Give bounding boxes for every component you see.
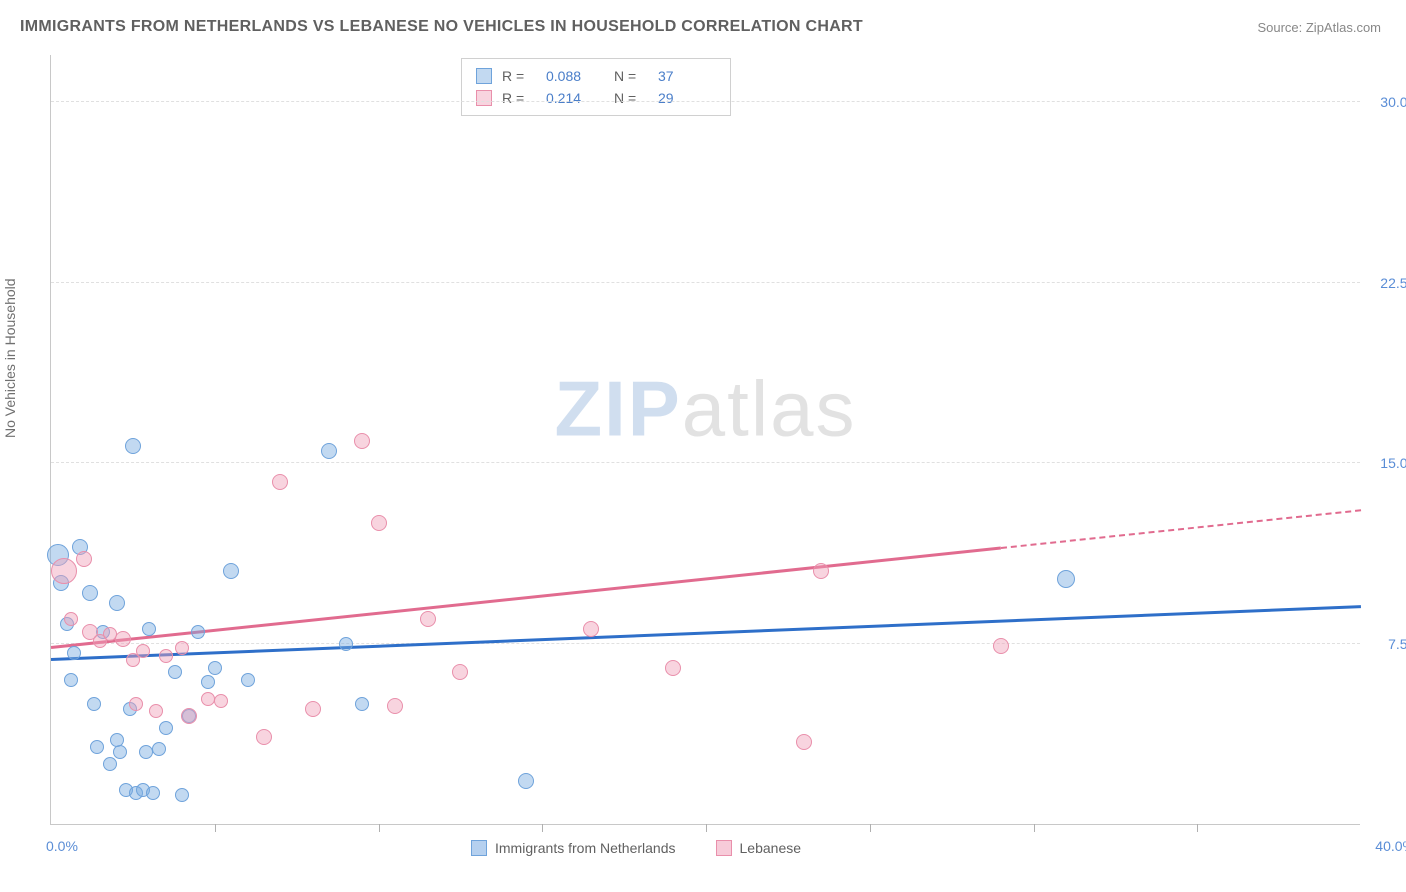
watermark: ZIPatlas	[554, 363, 856, 454]
y-tick-label: 15.0%	[1380, 455, 1406, 471]
data-point	[149, 704, 163, 718]
legend-label-2: Lebanese	[740, 840, 802, 856]
x-tick-label-max: 40.0%	[1375, 838, 1406, 854]
trend-line-extrapolated	[1001, 509, 1361, 549]
data-point	[452, 664, 468, 680]
x-tick-label-min: 0.0%	[46, 838, 78, 854]
x-tick	[870, 824, 871, 832]
data-point	[993, 638, 1009, 654]
data-point	[67, 646, 81, 660]
data-point	[159, 721, 173, 735]
data-point	[355, 697, 369, 711]
data-point	[371, 515, 387, 531]
data-point	[125, 438, 141, 454]
data-point	[139, 745, 153, 759]
data-point	[796, 734, 812, 750]
gridline-horizontal	[51, 282, 1360, 283]
y-tick-label: 30.0%	[1380, 94, 1406, 110]
data-point	[256, 729, 272, 745]
chart-title: IMMIGRANTS FROM NETHERLANDS VS LEBANESE …	[20, 18, 863, 36]
data-point	[115, 631, 131, 647]
data-point	[1057, 570, 1075, 588]
data-point	[103, 757, 117, 771]
data-point	[82, 585, 98, 601]
data-point	[241, 673, 255, 687]
data-point	[110, 733, 124, 747]
x-tick	[542, 824, 543, 832]
data-point	[354, 433, 370, 449]
data-point	[142, 622, 156, 636]
data-point	[64, 612, 78, 626]
data-point	[321, 443, 337, 459]
data-point	[201, 675, 215, 689]
data-point	[214, 694, 228, 708]
legend-row-series-2: R = 0.214 N = 29	[476, 87, 716, 109]
data-point	[201, 692, 215, 706]
correlation-legend: R = 0.088 N = 37 R = 0.214 N = 29	[461, 58, 731, 116]
data-point	[272, 474, 288, 490]
legend-r-label: R =	[502, 68, 536, 84]
gridline-horizontal	[51, 462, 1360, 463]
x-tick	[706, 824, 707, 832]
legend-swatch-series-2	[476, 90, 492, 106]
legend-item-2: Lebanese	[716, 840, 802, 856]
data-point	[813, 563, 829, 579]
data-point	[223, 563, 239, 579]
data-point	[175, 641, 189, 655]
y-axis-label: No Vehicles in Household	[2, 278, 18, 438]
chart-plot-area: ZIPatlas R = 0.088 N = 37 R = 0.214 N = …	[50, 55, 1360, 825]
legend-item-1: Immigrants from Netherlands	[471, 840, 676, 856]
data-point	[305, 701, 321, 717]
legend-r-value-1: 0.088	[546, 68, 604, 84]
gridline-horizontal	[51, 101, 1360, 102]
x-tick	[1197, 824, 1198, 832]
data-point	[51, 558, 77, 584]
data-point	[64, 673, 78, 687]
legend-n-value-2: 29	[658, 90, 716, 106]
data-point	[339, 637, 353, 651]
data-point	[113, 745, 127, 759]
legend-n-label: N =	[614, 68, 648, 84]
legend-swatch-1	[471, 840, 487, 856]
data-point	[159, 649, 173, 663]
y-tick-label: 7.5%	[1388, 636, 1406, 652]
trend-line	[51, 605, 1361, 660]
x-tick	[215, 824, 216, 832]
data-point	[665, 660, 681, 676]
legend-r-label: R =	[502, 90, 536, 106]
legend-label-1: Immigrants from Netherlands	[495, 840, 676, 856]
gridline-horizontal	[51, 643, 1360, 644]
data-point	[146, 786, 160, 800]
legend-n-label: N =	[614, 90, 648, 106]
legend-r-value-2: 0.214	[546, 90, 604, 106]
data-point	[387, 698, 403, 714]
data-point	[87, 697, 101, 711]
data-point	[76, 551, 92, 567]
watermark-brand: ZIP	[554, 364, 681, 452]
data-point	[109, 595, 125, 611]
watermark-suffix: atlas	[682, 364, 857, 452]
data-point	[168, 665, 182, 679]
legend-row-series-1: R = 0.088 N = 37	[476, 65, 716, 87]
data-point	[129, 697, 143, 711]
data-point	[583, 621, 599, 637]
source-attribution: Source: ZipAtlas.com	[1257, 20, 1381, 35]
data-point	[191, 625, 205, 639]
data-point	[90, 740, 104, 754]
x-tick	[1034, 824, 1035, 832]
series-legend: Immigrants from Netherlands Lebanese	[471, 840, 801, 856]
data-point	[175, 788, 189, 802]
legend-swatch-2	[716, 840, 732, 856]
legend-n-value-1: 37	[658, 68, 716, 84]
data-point	[518, 773, 534, 789]
data-point	[208, 661, 222, 675]
x-tick	[379, 824, 380, 832]
data-point	[136, 644, 150, 658]
data-point	[152, 742, 166, 756]
data-point	[181, 708, 197, 724]
legend-swatch-series-1	[476, 68, 492, 84]
data-point	[420, 611, 436, 627]
y-tick-label: 22.5%	[1380, 275, 1406, 291]
